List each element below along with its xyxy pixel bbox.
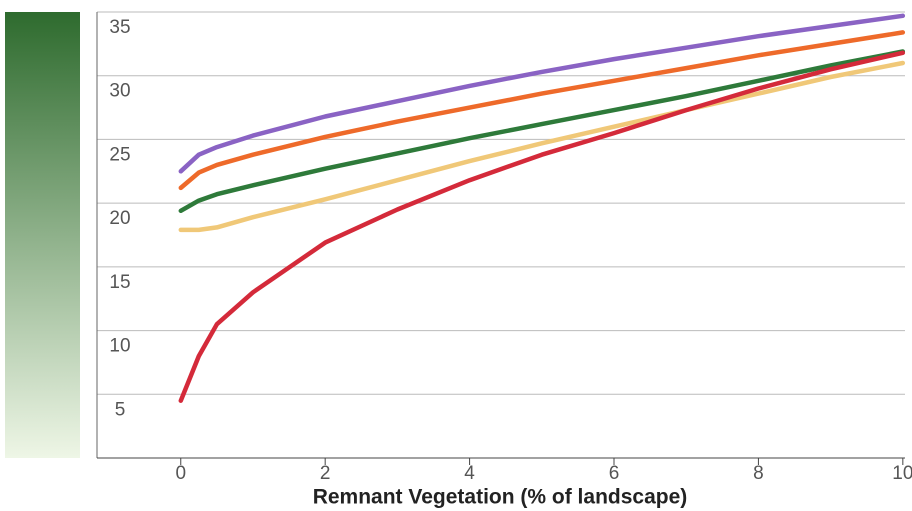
y-tick-label: 10	[109, 336, 130, 357]
series-line	[178, 13, 906, 174]
y-tick-label: 35	[109, 17, 130, 38]
x-tick-label: 10	[892, 463, 912, 484]
x-axis-label: Remnant Vegetation (% of landscape)	[313, 486, 688, 509]
x-tick-label: 0	[175, 463, 186, 484]
grid	[97, 11, 905, 395]
y-tick-label: 25	[109, 144, 130, 165]
legend-gradient	[5, 12, 80, 458]
x-tick-label: 4	[464, 463, 475, 484]
y-tick-label: 15	[109, 272, 130, 293]
series-line	[178, 30, 906, 191]
y-tick-label: 30	[109, 81, 130, 102]
series-line	[178, 60, 906, 233]
series-line	[178, 49, 906, 214]
y-tick-label: 5	[115, 399, 126, 420]
x-tick-label: 2	[320, 463, 331, 484]
y-tick-label: 20	[109, 208, 130, 229]
x-tick-label: 6	[609, 463, 620, 484]
x-tick-label: 8	[753, 463, 764, 484]
series-line	[178, 50, 906, 403]
lines	[178, 13, 906, 403]
